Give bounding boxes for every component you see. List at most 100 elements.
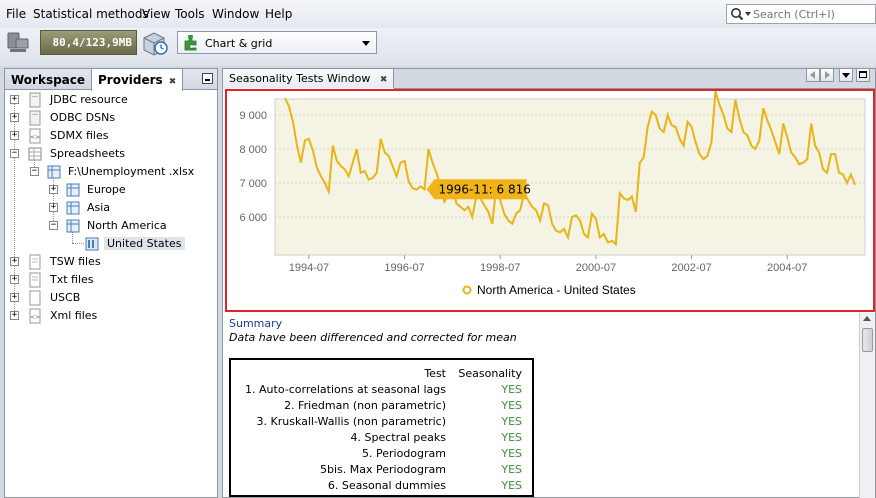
- chevron-down-icon: [362, 41, 370, 46]
- tree-label: SDMX files: [50, 129, 109, 142]
- scroll-right-button[interactable]: [820, 68, 834, 82]
- scroll-left-button[interactable]: [806, 68, 820, 82]
- tree-label: JDBC resource: [50, 93, 128, 106]
- menu-help[interactable]: Help: [265, 7, 293, 21]
- computer-icon[interactable]: [6, 32, 30, 54]
- test-name: 2. Friedman (non parametric): [284, 399, 446, 412]
- test-result: YES: [501, 415, 522, 428]
- tree-label: Europe: [87, 183, 126, 196]
- xml-file-icon: <>: [29, 308, 41, 324]
- menu-bar: File Statistical methods View Tools Wind…: [0, 0, 876, 28]
- test-name: 5. Periodogram: [362, 447, 446, 460]
- tree-label: North America: [87, 219, 167, 232]
- expand-icon[interactable]: +: [10, 292, 19, 302]
- tree-label: Xml files: [50, 309, 98, 322]
- table-row: 2. Friedman (non parametric) YES: [231, 398, 532, 414]
- tree-line: [72, 231, 73, 243]
- results-table: Test Seasonality 1. Auto-correlations at…: [229, 358, 534, 497]
- clock-cube-icon[interactable]: [141, 30, 169, 58]
- tree-label: Asia: [87, 201, 111, 214]
- header-test: Test: [424, 367, 446, 380]
- test-name: 6. Seasonal dummies: [327, 479, 446, 492]
- test-name: 5bis. Max Periodogram: [320, 463, 446, 476]
- expand-icon[interactable]: +: [10, 310, 19, 320]
- expand-icon[interactable]: +: [49, 202, 58, 212]
- summary-subtitle: Data have been differenced and corrected…: [229, 331, 517, 344]
- collapse-icon[interactable]: −: [49, 220, 58, 230]
- close-icon[interactable]: ✖: [379, 75, 388, 85]
- close-icon[interactable]: ✖: [168, 77, 177, 87]
- providers-panel: Workspace Providers ✖ + JDBC resource + O…: [4, 68, 218, 498]
- file-icon: [29, 272, 41, 288]
- menu-window[interactable]: Window: [212, 7, 260, 21]
- tree-line: [14, 103, 15, 315]
- table-row: 4. Spectral peaks YES: [231, 430, 532, 446]
- table-row: 3. Kruskall-Wallis (non parametric) YES: [231, 414, 532, 430]
- tab-providers[interactable]: Providers ✖: [91, 69, 184, 91]
- x-tick-label: 1998-07: [480, 262, 520, 274]
- tree-line: [72, 243, 84, 244]
- collapse-icon[interactable]: −: [10, 148, 19, 158]
- tree-line: [53, 177, 54, 225]
- view-mode-label: Chart & grid: [205, 37, 273, 50]
- view-mode-dropdown[interactable]: Chart & grid: [177, 31, 377, 54]
- table-header: Test Seasonality: [231, 366, 532, 382]
- legend-label[interactable]: North America - United States: [477, 283, 636, 297]
- chart-panel: 9 000 8 000 7 000 6 000 1994-07 1996-07 1998-…: [225, 89, 875, 312]
- spreadsheet-icon: [28, 147, 42, 161]
- tab-seasonality-tests[interactable]: Seasonality Tests Window ✖: [223, 69, 395, 89]
- file-icon: [29, 254, 41, 270]
- left-tabbar: Workspace Providers ✖: [5, 69, 217, 91]
- svg-text:<>: <>: [30, 314, 40, 321]
- svg-text:<>: <>: [30, 134, 40, 141]
- tab-workspace-label: Workspace: [11, 73, 86, 87]
- expand-icon[interactable]: +: [10, 130, 19, 140]
- table-row: 6. Seasonal dummies YES: [231, 478, 532, 494]
- test-result: YES: [501, 463, 522, 476]
- collapse-icon[interactable]: −: [30, 166, 39, 176]
- scroll-up-icon[interactable]: [863, 316, 871, 321]
- memory-indicator[interactable]: 80,4/123,9MB: [40, 30, 137, 55]
- search-input[interactable]: [753, 6, 873, 22]
- expand-icon[interactable]: +: [49, 184, 58, 194]
- xml-file-icon: <>: [29, 128, 41, 144]
- database-icon: [29, 92, 41, 108]
- search-icon[interactable]: [730, 7, 752, 21]
- menu-file[interactable]: File: [6, 7, 27, 21]
- seasonality-window: Seasonality Tests Window ✖ 9 000 8 000 7 0…: [222, 68, 876, 498]
- series-line[interactable]: [284, 90, 856, 247]
- expand-icon[interactable]: +: [10, 94, 19, 104]
- vertical-scrollbar[interactable]: [859, 313, 875, 498]
- test-result: YES: [501, 479, 522, 492]
- minimize-button[interactable]: [202, 73, 213, 84]
- seasonality-chart: 9 000 8 000 7 000 6 000 1994-07 1996-07 1998-…: [239, 90, 866, 297]
- x-tick-label: 2004-07: [767, 262, 807, 274]
- search-box[interactable]: [726, 4, 876, 24]
- spreadsheet-icon: [47, 165, 61, 179]
- test-result: YES: [501, 431, 522, 444]
- menu-view[interactable]: View: [142, 7, 171, 21]
- toolbar: 80,4/123,9MB Chart & grid: [0, 28, 876, 66]
- y-tick-label: 7 000: [239, 178, 267, 190]
- tab-workspace[interactable]: Workspace: [5, 69, 91, 90]
- sheet-icon: [66, 201, 80, 215]
- legend-marker: [462, 285, 472, 295]
- expand-icon[interactable]: +: [10, 256, 19, 266]
- tree-label: Txt files: [50, 273, 94, 286]
- sheet-icon: [66, 183, 80, 197]
- scroll-thumb[interactable]: [862, 328, 873, 352]
- test-name: 1. Auto-correlations at seasonal lags: [245, 383, 446, 396]
- expand-icon[interactable]: +: [10, 274, 19, 284]
- expand-icon[interactable]: +: [10, 112, 19, 122]
- tab-list-button[interactable]: [839, 68, 853, 82]
- tree-label: ODBC DSNs: [50, 111, 116, 124]
- menu-statistical-methods[interactable]: Statistical methods: [33, 7, 149, 21]
- menu-tools[interactable]: Tools: [175, 7, 205, 21]
- x-tick-label: 1996-07: [384, 262, 424, 274]
- x-tick-label: 2002-07: [671, 262, 711, 274]
- tab-title: Seasonality Tests Window: [229, 72, 371, 85]
- maximize-button[interactable]: [856, 68, 870, 82]
- tree-label: F:\Unemployment .xlsx: [68, 165, 195, 178]
- data-tooltip: 1996-11: 6 816: [426, 179, 531, 200]
- test-result: YES: [501, 399, 522, 412]
